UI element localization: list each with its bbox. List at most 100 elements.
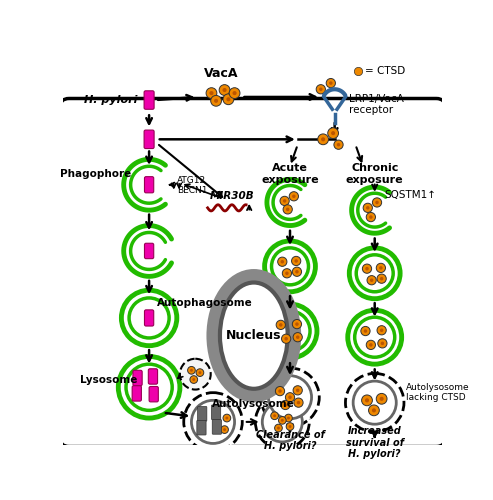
Circle shape	[380, 328, 384, 332]
FancyBboxPatch shape	[144, 244, 154, 258]
Circle shape	[353, 381, 396, 424]
Circle shape	[223, 428, 226, 431]
Text: ATG12
BECN1: ATG12 BECN1	[177, 176, 208, 195]
Text: Clearance of
H. pylori?: Clearance of H. pylori?	[255, 430, 324, 451]
Circle shape	[276, 386, 284, 396]
Circle shape	[297, 401, 300, 404]
Circle shape	[294, 259, 298, 262]
Text: LRP1/VacA
receptor: LRP1/VacA receptor	[350, 94, 404, 116]
Circle shape	[367, 276, 376, 285]
Circle shape	[121, 290, 177, 346]
Circle shape	[284, 414, 292, 422]
Circle shape	[369, 343, 373, 346]
FancyBboxPatch shape	[144, 91, 154, 110]
Circle shape	[293, 386, 302, 395]
Circle shape	[286, 208, 289, 211]
Circle shape	[255, 395, 309, 449]
Circle shape	[286, 422, 294, 430]
Circle shape	[214, 99, 218, 103]
Circle shape	[350, 248, 400, 298]
Circle shape	[225, 416, 228, 420]
Circle shape	[226, 97, 230, 102]
Circle shape	[316, 84, 325, 94]
Circle shape	[370, 278, 373, 282]
Circle shape	[356, 255, 393, 292]
Ellipse shape	[213, 276, 294, 396]
FancyBboxPatch shape	[133, 370, 142, 386]
FancyBboxPatch shape	[148, 369, 158, 384]
Circle shape	[317, 134, 328, 144]
Ellipse shape	[220, 282, 288, 389]
Text: Nucleus: Nucleus	[226, 329, 282, 342]
Circle shape	[296, 388, 299, 392]
Circle shape	[354, 317, 395, 357]
Circle shape	[180, 359, 211, 390]
Circle shape	[292, 267, 302, 276]
Circle shape	[295, 322, 299, 326]
Circle shape	[366, 212, 376, 222]
Circle shape	[223, 414, 231, 422]
Circle shape	[221, 426, 228, 434]
Circle shape	[281, 260, 284, 264]
Circle shape	[282, 334, 291, 344]
Circle shape	[329, 82, 333, 85]
Text: Phagophore: Phagophore	[60, 169, 132, 179]
Circle shape	[196, 369, 204, 376]
Circle shape	[285, 392, 295, 402]
Circle shape	[375, 200, 379, 204]
Circle shape	[321, 138, 325, 141]
Circle shape	[337, 143, 340, 146]
Text: Increased
survival of
H. pylori?: Increased survival of H. pylori?	[346, 426, 404, 460]
Circle shape	[285, 272, 289, 275]
Circle shape	[381, 342, 384, 345]
Circle shape	[289, 192, 298, 201]
Circle shape	[191, 400, 235, 444]
Text: Chronic
exposure: Chronic exposure	[346, 163, 403, 185]
Circle shape	[295, 270, 299, 274]
Circle shape	[361, 326, 370, 336]
Circle shape	[379, 266, 383, 270]
Circle shape	[276, 320, 285, 330]
Circle shape	[192, 378, 195, 381]
Circle shape	[262, 402, 302, 442]
Circle shape	[210, 91, 213, 95]
Circle shape	[190, 376, 198, 384]
Circle shape	[369, 405, 379, 415]
Circle shape	[222, 88, 227, 92]
Circle shape	[292, 194, 296, 198]
FancyBboxPatch shape	[212, 420, 221, 434]
Text: = CTSD: = CTSD	[365, 66, 405, 76]
Circle shape	[326, 78, 335, 88]
Circle shape	[292, 320, 302, 328]
Circle shape	[283, 205, 292, 214]
Circle shape	[273, 414, 276, 417]
Circle shape	[362, 395, 372, 406]
Circle shape	[284, 337, 288, 340]
Circle shape	[233, 91, 237, 95]
Text: Lysosome: Lysosome	[80, 374, 138, 384]
Circle shape	[365, 267, 369, 270]
Circle shape	[281, 419, 284, 422]
Circle shape	[211, 96, 221, 106]
Circle shape	[372, 198, 382, 207]
Circle shape	[377, 274, 386, 283]
Circle shape	[278, 257, 287, 266]
Circle shape	[294, 398, 303, 407]
Circle shape	[282, 268, 291, 278]
Circle shape	[199, 371, 201, 374]
Text: H. pylori: H. pylori	[84, 95, 138, 105]
Text: SQSTM1↑: SQSTM1↑	[385, 190, 437, 200]
Circle shape	[288, 425, 291, 428]
Circle shape	[190, 369, 193, 372]
Circle shape	[278, 390, 282, 393]
Circle shape	[378, 338, 387, 348]
Circle shape	[372, 408, 376, 412]
Circle shape	[293, 332, 302, 342]
Circle shape	[377, 326, 386, 335]
Circle shape	[265, 241, 316, 292]
Circle shape	[364, 330, 367, 333]
Circle shape	[283, 199, 286, 202]
Circle shape	[129, 298, 169, 338]
Circle shape	[263, 304, 317, 358]
Circle shape	[271, 412, 279, 420]
